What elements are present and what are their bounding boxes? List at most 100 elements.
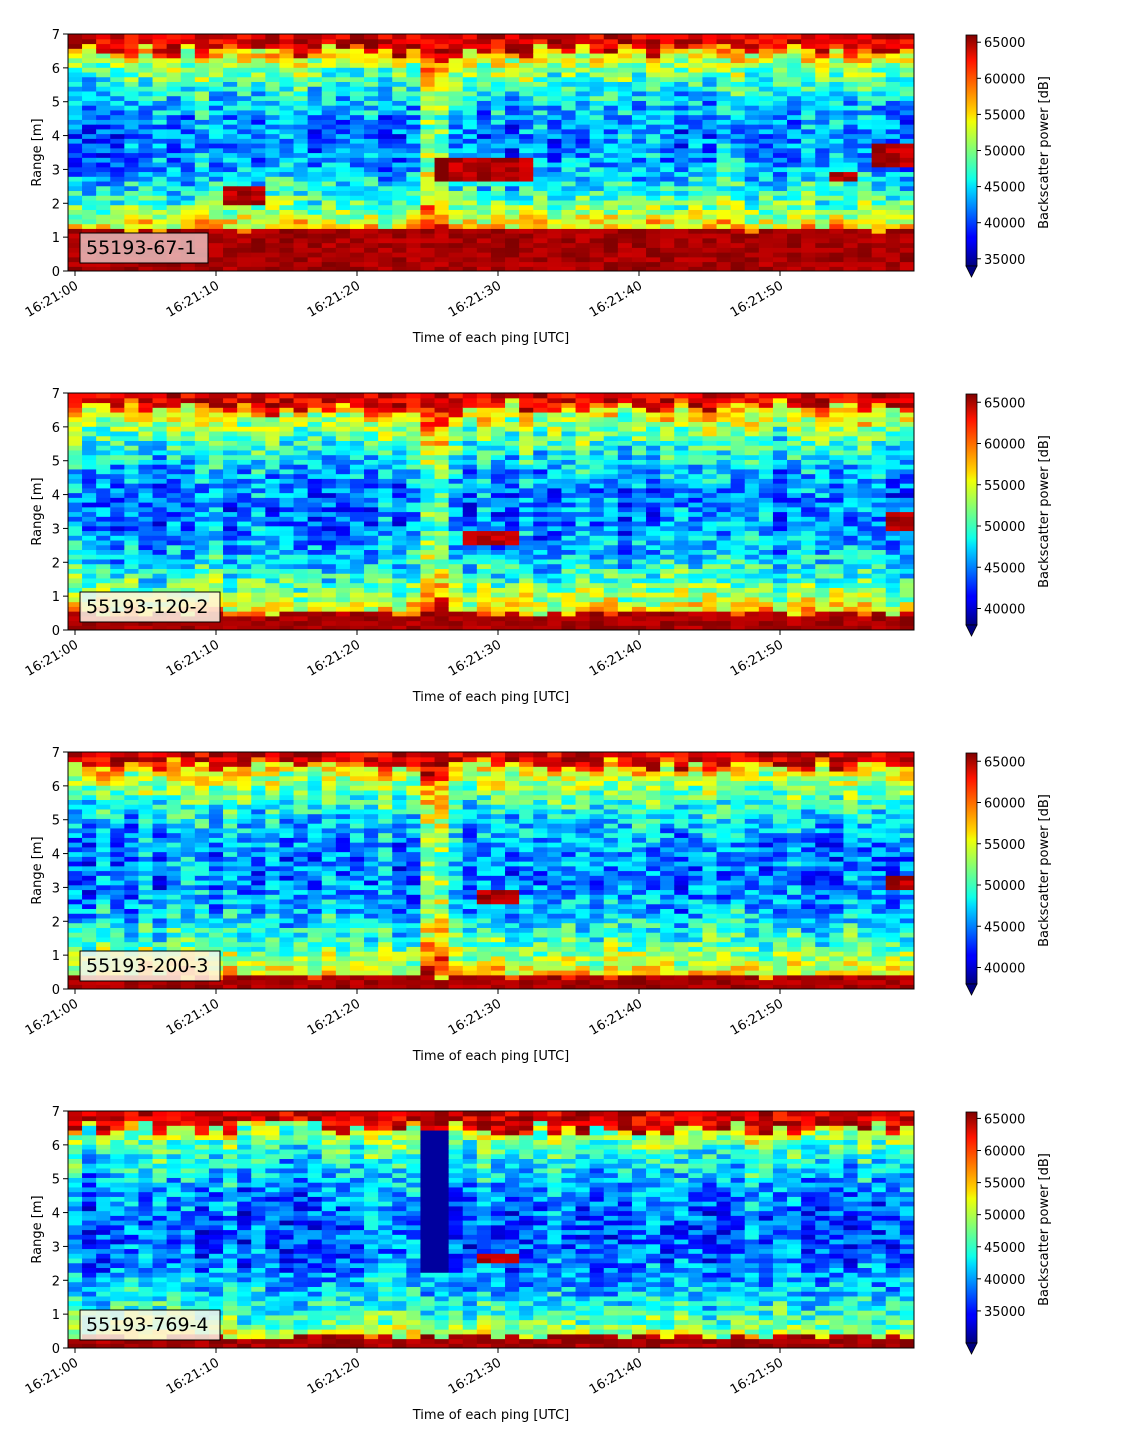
heat-cell <box>265 166 281 173</box>
heat-cell <box>547 71 563 78</box>
heat-cell <box>829 214 845 220</box>
heat-cell <box>364 256 379 263</box>
heat-cell <box>815 218 830 225</box>
heat-cell <box>462 43 478 49</box>
heat-cell <box>82 445 97 451</box>
heat-cell <box>364 157 379 163</box>
heat-cell <box>307 620 323 626</box>
heat-cell <box>68 52 83 59</box>
heat-cell <box>124 393 140 399</box>
heat-cell <box>434 568 450 574</box>
heat-cell <box>194 190 210 196</box>
heat-cell <box>96 152 111 158</box>
heat-cell <box>843 223 859 229</box>
heat-cell <box>646 38 661 45</box>
heat-cell <box>335 530 351 536</box>
heat-cell <box>251 214 266 220</box>
heat-cell <box>448 176 464 182</box>
heat-cell <box>321 223 337 229</box>
heat-cell <box>476 445 492 451</box>
heat-cell <box>307 530 323 536</box>
heat-cell <box>180 261 196 267</box>
heat-cell <box>335 242 351 248</box>
heat-cell <box>364 568 379 574</box>
heat-cell <box>194 582 210 588</box>
heat-cell <box>378 516 393 522</box>
heat-cell <box>631 143 647 149</box>
heat-cell <box>434 81 450 87</box>
heat-cell <box>857 218 873 225</box>
heat-cell <box>519 38 534 45</box>
heat-cell <box>533 171 548 177</box>
heat-cell <box>265 128 281 135</box>
heat-cell <box>589 138 605 144</box>
heat-cell <box>378 157 393 163</box>
heat-cell <box>420 573 436 579</box>
heat-cell <box>702 38 718 45</box>
heat-cell <box>138 57 154 64</box>
heat-cell <box>702 228 718 234</box>
heat-cell <box>603 487 619 494</box>
heat-cell <box>82 76 97 82</box>
heat-cell <box>96 454 111 460</box>
heat-cell <box>660 62 675 68</box>
heat-cell <box>138 218 154 225</box>
heat-cell <box>208 199 224 206</box>
heat-cell <box>335 214 351 220</box>
heat-cell <box>138 95 154 101</box>
heat-cell <box>603 195 619 201</box>
heat-cell <box>716 38 732 45</box>
heat-cell <box>124 214 140 220</box>
heat-cell <box>237 516 252 522</box>
heat-cell <box>293 204 309 210</box>
heat-cell <box>702 119 718 125</box>
heat-cell <box>406 587 422 593</box>
heat-cell <box>279 48 295 54</box>
heat-cell <box>829 228 845 234</box>
heat-cell <box>349 114 365 120</box>
heat-cell <box>589 620 605 626</box>
heat-cell <box>251 411 266 418</box>
heat-cell <box>575 147 591 154</box>
heat-cell <box>476 209 492 215</box>
heat-cell <box>843 161 859 168</box>
heat-cell <box>321 459 337 465</box>
heat-cell <box>307 157 323 163</box>
heat-cell <box>575 539 591 546</box>
heat-cell <box>110 549 125 555</box>
heat-cell <box>631 218 647 225</box>
heat-cell <box>561 506 577 513</box>
heat-cell <box>307 223 323 229</box>
heat-cell <box>68 48 83 54</box>
heat-cell <box>335 67 351 73</box>
heat-cell <box>758 233 774 239</box>
heat-cell <box>208 530 224 536</box>
heat-cell <box>68 411 83 418</box>
heat-cell <box>589 119 605 125</box>
heat-cell <box>138 76 154 82</box>
heat-cell <box>730 105 746 111</box>
heat-cell <box>547 596 563 603</box>
heat-cell <box>462 416 478 423</box>
heat-cell <box>885 138 901 144</box>
heat-cell <box>110 133 125 139</box>
heat-cell <box>561 195 577 201</box>
heat-cell <box>519 502 534 508</box>
heat-cell <box>406 190 422 196</box>
heat-cell <box>519 549 534 555</box>
heat-cell <box>674 152 689 158</box>
heat-cell <box>279 138 295 144</box>
heat-cell <box>462 247 478 253</box>
heat-cell <box>307 256 323 263</box>
heat-cell <box>378 544 393 551</box>
heat-cell <box>279 105 295 111</box>
heat-cell <box>82 218 97 225</box>
heat-cell <box>674 100 689 106</box>
heat-cell <box>660 152 675 158</box>
heat-cell <box>364 105 379 111</box>
heat-cell <box>561 119 577 125</box>
heat-cell <box>237 119 252 125</box>
heat-cell <box>293 577 309 584</box>
heat-cell <box>603 147 619 154</box>
heat-cell <box>829 67 845 73</box>
